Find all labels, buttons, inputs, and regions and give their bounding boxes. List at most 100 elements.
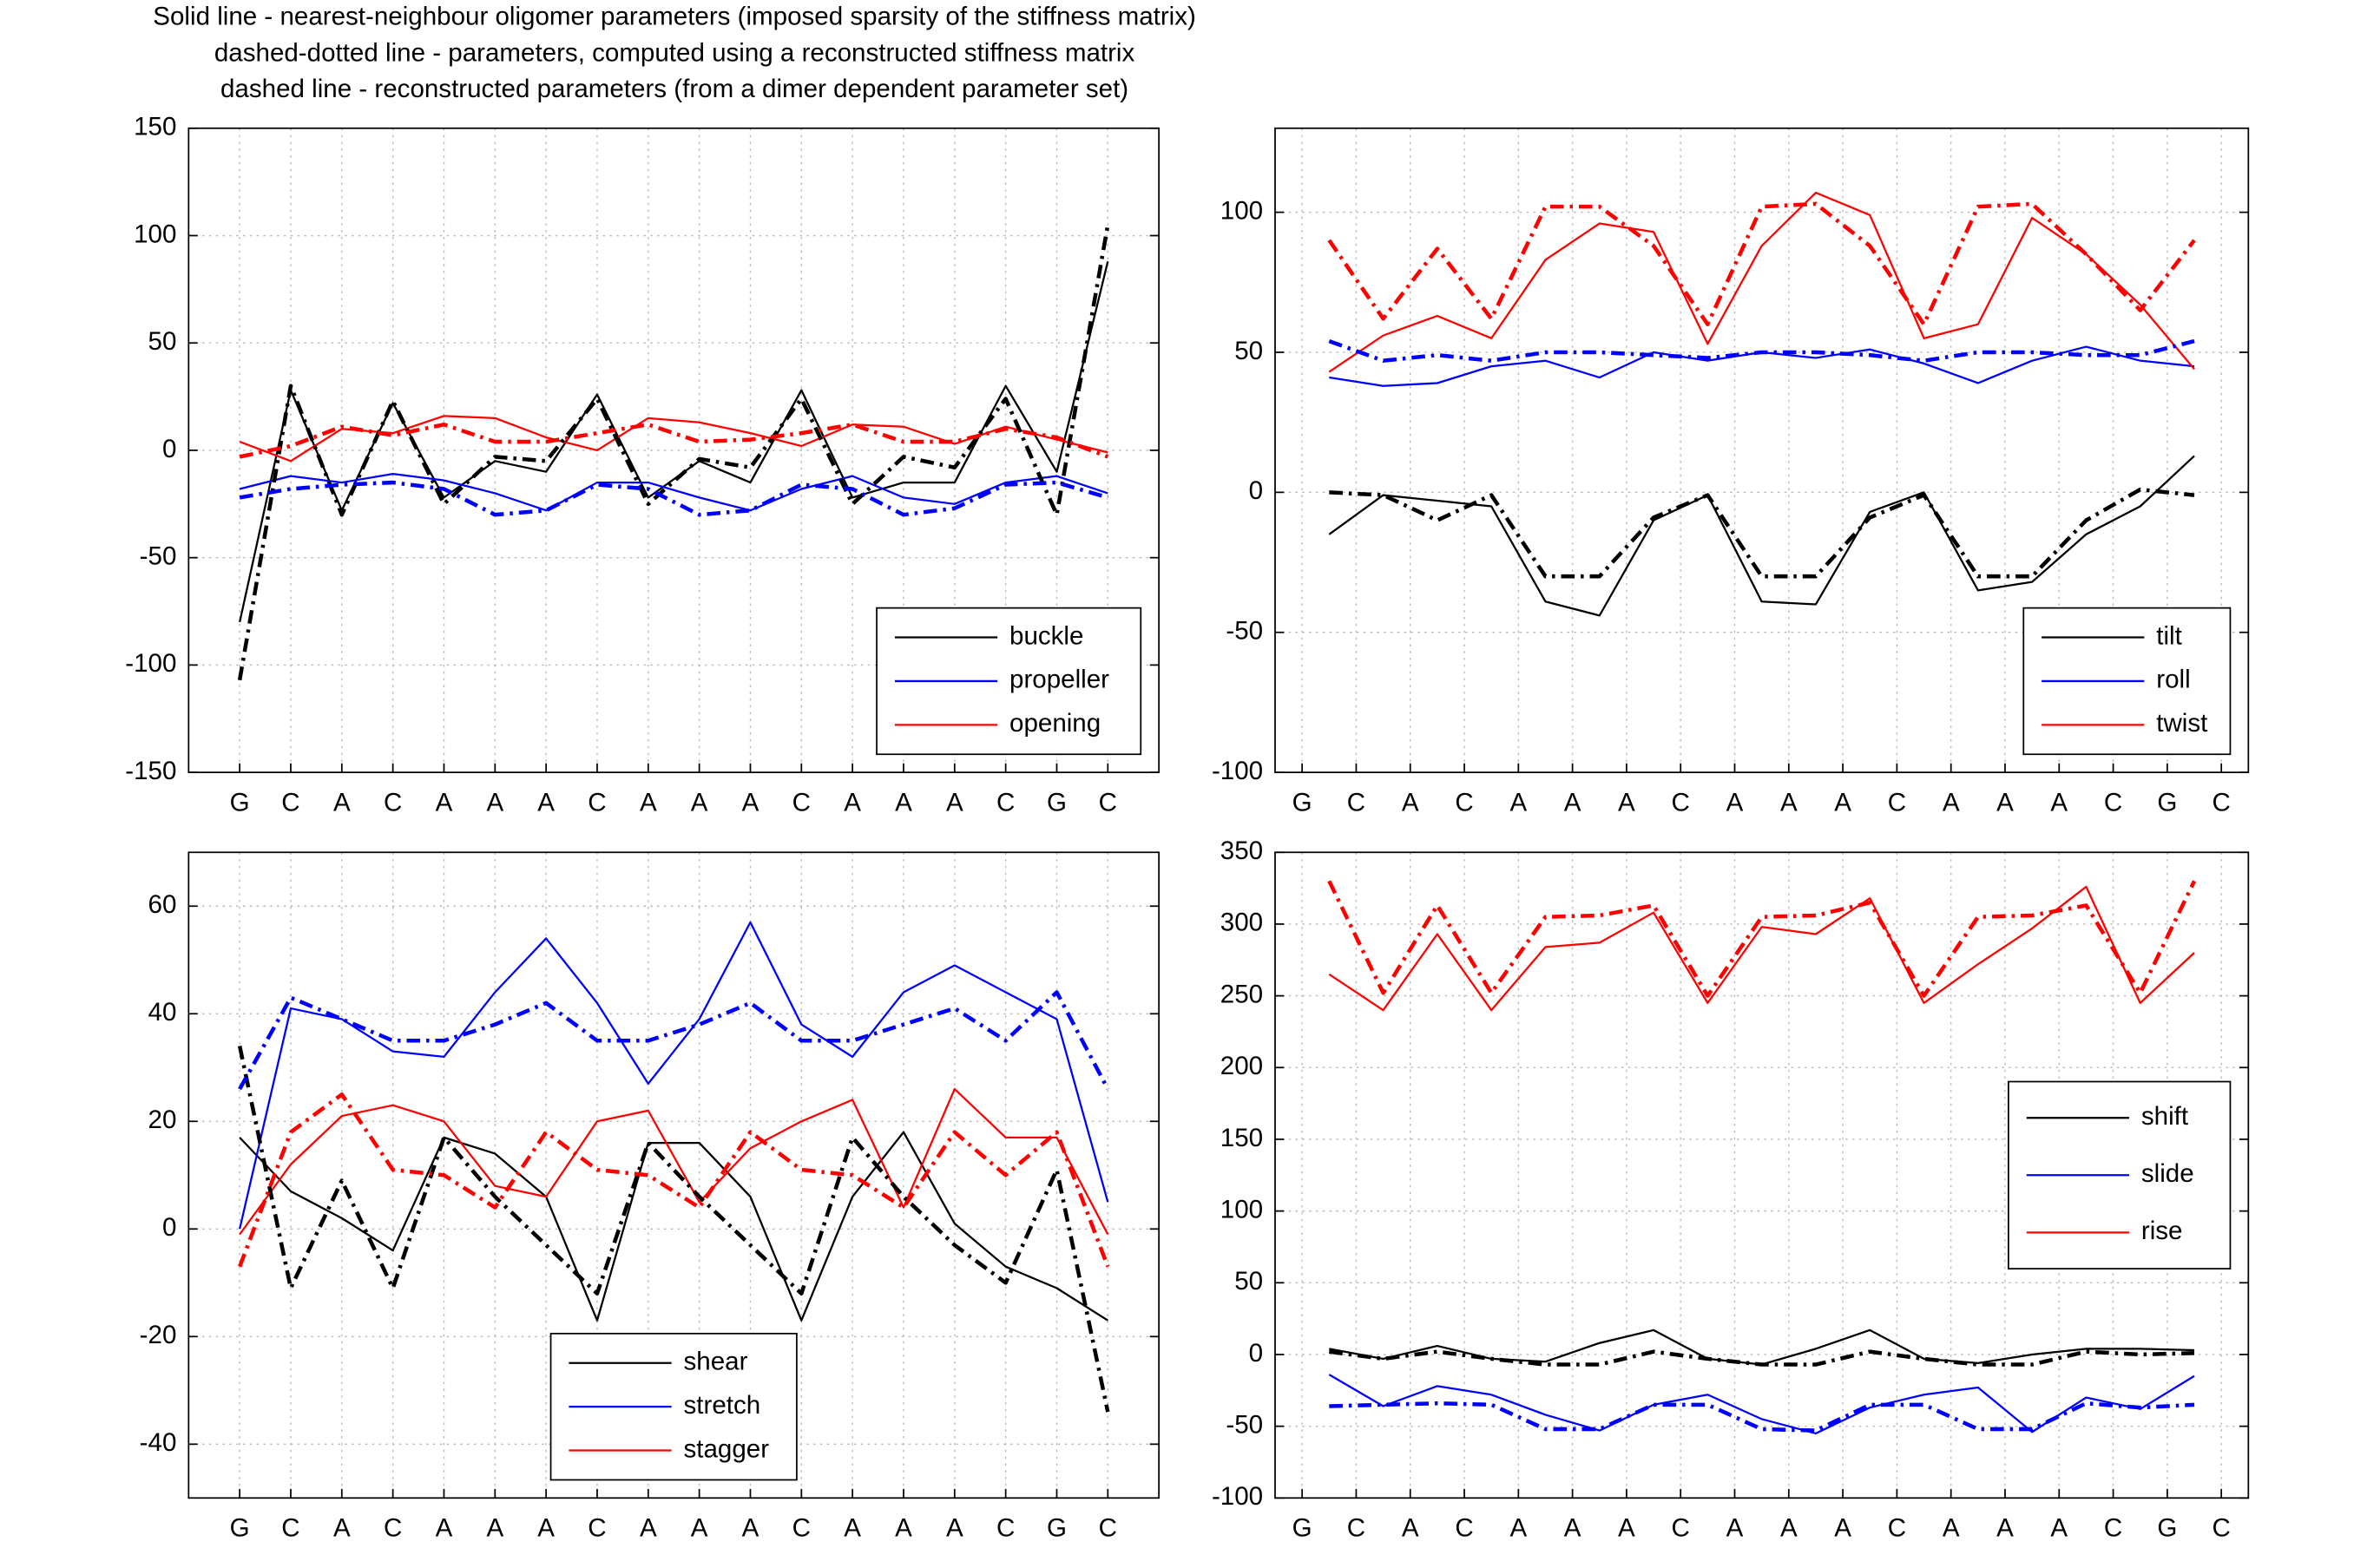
x-tick-label: A <box>486 1514 503 1543</box>
y-tick-label: -50 <box>1226 1410 1263 1439</box>
x-tick-label: A <box>946 1514 963 1543</box>
x-tick-label: C <box>1672 788 1690 817</box>
x-tick-label: A <box>844 1514 861 1543</box>
x-tick-label: A <box>1943 1514 1960 1543</box>
x-tick-label: A <box>844 788 861 817</box>
series-line <box>239 480 1108 517</box>
x-tick-label: A <box>1564 788 1581 817</box>
y-tick-label: 0 <box>1249 476 1263 505</box>
x-tick-label: C <box>588 788 606 817</box>
y-tick-label: 200 <box>1220 1052 1263 1080</box>
x-tick-label: A <box>742 788 759 817</box>
x-tick-label: A <box>895 788 912 817</box>
x-tick-label: A <box>2050 1514 2068 1543</box>
y-tick-label: 150 <box>134 113 176 141</box>
plot-frame <box>1274 851 2250 1499</box>
x-tick-label: A <box>742 1514 759 1543</box>
series-line <box>239 1087 1109 1236</box>
y-tick-label: -100 <box>125 649 176 678</box>
x-tick-label: A <box>1509 788 1527 817</box>
x-tick-label: G <box>2157 1514 2177 1543</box>
legend-label: shift <box>2141 1102 2188 1131</box>
x-tick-label: A <box>946 788 963 817</box>
x-tick-label: A <box>1726 788 1744 817</box>
x-tick-label: A <box>537 1514 555 1543</box>
x-tick-label: A <box>333 1514 351 1543</box>
legend-label: stagger <box>684 1434 770 1463</box>
x-tick-label: G <box>2157 788 2177 817</box>
x-tick-label: G <box>230 788 250 817</box>
x-tick-label: A <box>895 1514 912 1543</box>
y-tick-label: 100 <box>134 220 176 248</box>
y-tick-label: 50 <box>148 327 177 356</box>
series-line <box>237 1046 1110 1413</box>
legend-label: roll <box>2156 666 2190 694</box>
x-tick-label: A <box>1402 1514 1419 1543</box>
y-tick-label: 300 <box>1220 909 1263 937</box>
x-tick-label: G <box>1047 1514 1067 1543</box>
x-tick-label: A <box>1564 1514 1581 1543</box>
suptitle: dashed-dotted line - parameters, compute… <box>214 38 1135 67</box>
y-tick-label: 100 <box>1220 196 1263 225</box>
legend-label: slide <box>2141 1159 2194 1188</box>
x-tick-label: C <box>1099 788 1117 817</box>
y-tick-label: 0 <box>162 435 176 463</box>
x-tick-label: G <box>230 1514 250 1543</box>
x-tick-label: C <box>1888 1514 1906 1543</box>
x-tick-label: C <box>2212 1514 2230 1543</box>
series-line <box>1327 201 2196 326</box>
x-tick-label: A <box>1780 788 1798 817</box>
x-tick-label: C <box>1347 788 1365 817</box>
x-tick-label: A <box>640 788 657 817</box>
x-tick-label: C <box>384 788 402 817</box>
series-line <box>239 260 1109 623</box>
x-tick-label: C <box>2104 788 2122 817</box>
series-line <box>238 990 1110 1091</box>
series-line <box>1329 487 2195 579</box>
series-line <box>239 473 1108 512</box>
x-tick-label: A <box>436 788 453 817</box>
y-tick-label: -100 <box>1212 1482 1263 1511</box>
series-line <box>1327 880 2197 998</box>
legend-label: stretch <box>684 1391 761 1420</box>
y-tick-label: -40 <box>140 1428 177 1457</box>
x-tick-label: A <box>1618 1514 1635 1543</box>
x-tick-label: C <box>1455 1514 1473 1543</box>
x-tick-label: C <box>1347 1514 1365 1543</box>
x-tick-label: C <box>996 1514 1015 1543</box>
x-tick-label: A <box>1943 788 1960 817</box>
y-tick-label: 50 <box>1234 1267 1263 1296</box>
x-tick-label: C <box>792 1514 811 1543</box>
legend-label: twist <box>2156 709 2207 738</box>
x-tick-label: C <box>281 1514 299 1543</box>
x-tick-label: C <box>1672 1514 1690 1543</box>
legend-label: shear <box>684 1348 748 1376</box>
x-tick-label: C <box>2212 788 2230 817</box>
legend-label: propeller <box>1009 666 1109 694</box>
x-tick-label: A <box>333 788 351 817</box>
series-line <box>239 1131 1108 1322</box>
y-tick-label: -100 <box>1212 757 1263 785</box>
series-line <box>239 422 1109 459</box>
y-tick-label: -20 <box>140 1321 177 1349</box>
plot-frame <box>187 127 1161 773</box>
x-tick-label: C <box>588 1514 606 1543</box>
x-tick-label: C <box>1455 788 1473 817</box>
x-tick-label: A <box>1509 1514 1527 1543</box>
x-tick-label: A <box>640 1514 657 1543</box>
y-tick-label: -150 <box>125 757 176 785</box>
x-tick-label: C <box>384 1514 402 1543</box>
y-tick-label: 20 <box>148 1105 177 1134</box>
y-tick-label: 350 <box>1220 836 1263 865</box>
y-tick-label: 0 <box>162 1213 176 1242</box>
legend-label: rise <box>2141 1217 2183 1245</box>
x-tick-label: A <box>436 1514 453 1543</box>
x-tick-label: A <box>1780 1514 1798 1543</box>
x-tick-label: A <box>691 1514 708 1543</box>
series-line <box>1328 191 2195 373</box>
series-line <box>237 224 1110 681</box>
y-tick-label: 150 <box>1220 1124 1263 1152</box>
x-tick-label: A <box>486 788 503 817</box>
